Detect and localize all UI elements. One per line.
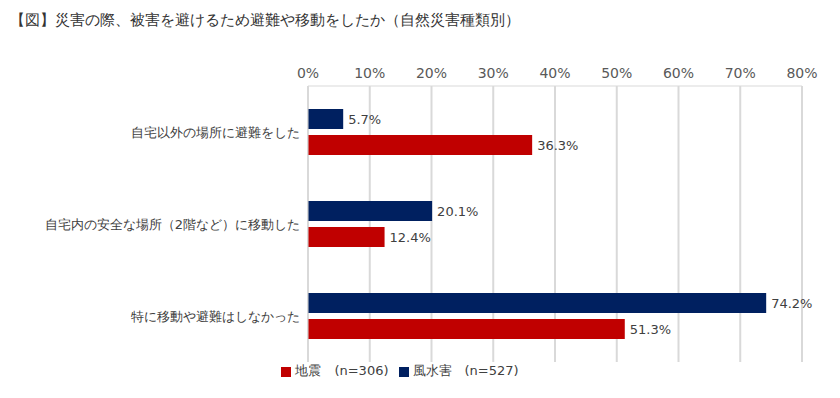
html-text:地震 (n=306): 地震 (n=306) bbox=[295, 363, 389, 378]
svg-text:40%: 40% bbox=[539, 65, 570, 81]
svg-text:70%: 70% bbox=[725, 65, 756, 81]
svg-text:74.2%: 74.2% bbox=[771, 296, 812, 311]
svg-text:30%: 30% bbox=[478, 65, 509, 81]
svg-text:5.7%: 5.7% bbox=[348, 112, 381, 127]
svg-text:36.3%: 36.3% bbox=[537, 138, 578, 153]
svg-text:80%: 80% bbox=[786, 65, 817, 81]
svg-text:特に移動や避難はしなかった: 特に移動や避難はしなかった bbox=[131, 309, 300, 324]
svg-text:自宅以外の場所に避難をした: 自宅以外の場所に避難をした bbox=[131, 125, 300, 140]
svg-text:50%: 50% bbox=[601, 65, 632, 81]
svg-text:自宅内の安全な場所（2階など）に移動した: 自宅内の安全な場所（2階など）に移動した bbox=[45, 217, 300, 232]
svg-text:60%: 60% bbox=[663, 65, 694, 81]
html-text:【図】災害の際、被害を避けるため避難や移動をしたか（自然災害: 【図】災害の際、被害を避けるため避難や移動をしたか（自然災害種類別） bbox=[10, 11, 520, 29]
svg-text:20%: 20% bbox=[416, 65, 447, 81]
svg-text:51.3%: 51.3% bbox=[630, 322, 671, 337]
html-text:風水害 (n=527): 風水害 (n=527) bbox=[412, 363, 519, 378]
svg-text:20.1%: 20.1% bbox=[437, 204, 478, 219]
svg-text:0%: 0% bbox=[297, 65, 319, 81]
svg-text:12.4%: 12.4% bbox=[390, 230, 431, 245]
svg-text:10%: 10% bbox=[354, 65, 385, 81]
